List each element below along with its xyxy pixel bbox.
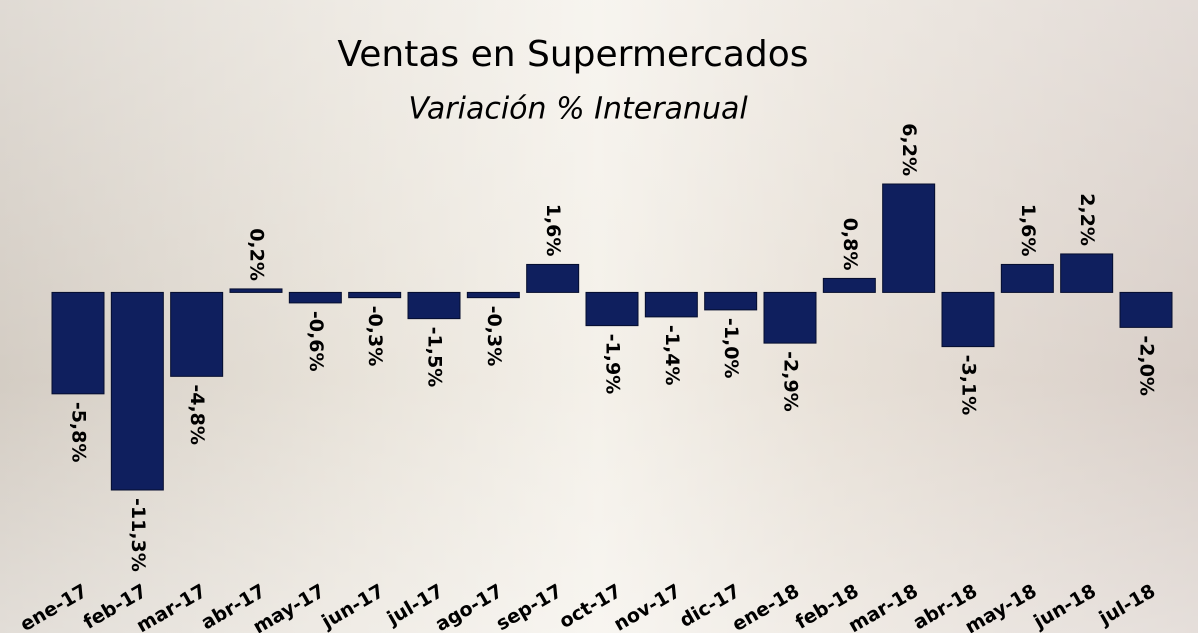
value-label: -3,1% [958, 355, 980, 416]
bar [941, 291, 995, 348]
bar [170, 291, 224, 377]
bar [288, 291, 342, 304]
bar [348, 291, 402, 299]
chart-title: Ventas en Supermercados [337, 34, 808, 75]
bar [1000, 263, 1054, 293]
bar [526, 263, 580, 293]
bar [704, 291, 758, 311]
bar [822, 277, 876, 293]
bar [110, 291, 164, 491]
value-label: 2,2% [1076, 193, 1098, 246]
value-label: 6,2% [898, 123, 920, 176]
bar [51, 291, 105, 395]
value-label: -2,9% [780, 351, 802, 412]
value-label: -1,5% [424, 327, 446, 388]
bar [585, 291, 639, 327]
value-label: -0,6% [305, 311, 327, 372]
bar [1060, 253, 1114, 293]
value-label: -1,4% [661, 325, 683, 386]
value-label: -4,8% [186, 384, 208, 445]
value-label: 1,6% [542, 204, 564, 257]
bar [229, 288, 283, 293]
bar [407, 291, 461, 320]
value-label: 0,8% [839, 218, 861, 271]
value-label: -5,8% [68, 402, 90, 463]
bar [644, 291, 698, 318]
value-label: -0,3% [364, 306, 386, 367]
value-label: -1,9% [602, 334, 624, 395]
value-label: 1,6% [1017, 204, 1039, 257]
value-label: -11,3% [127, 498, 149, 572]
bar [466, 291, 520, 299]
value-label: -2,0% [1136, 335, 1158, 396]
bar [763, 291, 817, 344]
bar [882, 183, 936, 293]
value-label: 0,2% [246, 228, 268, 281]
value-label: -1,0% [720, 318, 742, 379]
value-label: -0,3% [483, 306, 505, 367]
chart-subtitle: Variación % Interanual [408, 92, 748, 127]
bar [1119, 291, 1173, 328]
